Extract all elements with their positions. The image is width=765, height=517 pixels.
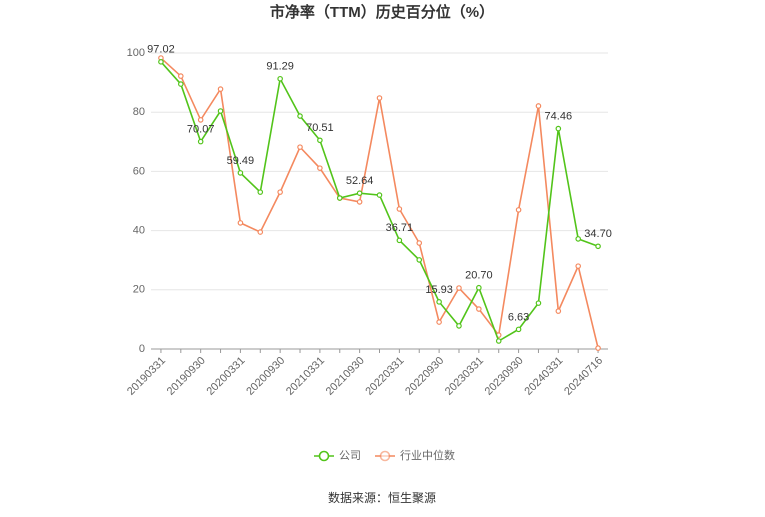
x-tick-label: 20230331: [443, 355, 486, 398]
chart-title: 市净率（TTM）历史百分位（%）: [270, 3, 494, 21]
point: [197, 117, 204, 123]
legend-item: 公司: [314, 450, 361, 462]
x-tick-label: 20240716: [562, 355, 605, 398]
y-tick-label: 60: [133, 165, 145, 177]
x-tick-label: 20210930: [324, 355, 367, 398]
source: 数据来源：恒生聚源: [328, 490, 436, 505]
x-tick-label: 20230930: [483, 355, 526, 398]
point: [376, 95, 383, 101]
point: [456, 323, 462, 329]
point: [575, 263, 581, 269]
x-tick-label: 20190930: [165, 355, 208, 398]
point: [555, 308, 562, 314]
point: [158, 59, 164, 65]
point: [356, 199, 363, 205]
point: [436, 319, 442, 325]
data-label: 15.93: [425, 284, 453, 296]
point: [535, 300, 542, 306]
point: [277, 189, 283, 195]
x-tick-label: 20240331: [522, 355, 565, 398]
point: [317, 165, 323, 171]
x-tick-label: 20200331: [204, 355, 247, 398]
point: [178, 81, 184, 87]
legend-item: 行业中位数: [375, 448, 455, 462]
point: [237, 170, 244, 176]
data-label: 6.63: [508, 311, 529, 323]
data-label: 59.49: [227, 155, 255, 167]
point: [515, 326, 522, 333]
x-tick-label: 20200930: [244, 355, 287, 398]
data-label: 36.71: [386, 222, 414, 234]
data-label: 34.70: [584, 228, 612, 240]
point: [495, 338, 502, 344]
point: [396, 237, 403, 244]
point: [416, 257, 423, 263]
point: [376, 192, 383, 198]
point: [436, 299, 442, 305]
x-tick-label: 20210331: [284, 355, 327, 398]
point: [555, 125, 562, 132]
y-tick-label: 100: [127, 47, 145, 59]
point: [595, 345, 601, 351]
y-tick-label: 20: [133, 284, 145, 296]
point: [217, 86, 224, 92]
legend-label: 行业中位数: [400, 448, 455, 462]
data-label: 91.29: [266, 61, 294, 73]
y-tick-label: 0: [139, 343, 145, 355]
point: [396, 206, 403, 212]
y-tick-label: 40: [133, 225, 145, 237]
point: [515, 207, 522, 213]
point: [217, 108, 224, 114]
point: [178, 73, 184, 79]
point: [476, 284, 482, 291]
legend-label: 公司: [339, 450, 361, 462]
point: [535, 103, 542, 109]
point: [356, 190, 363, 196]
point: [336, 195, 343, 201]
legend-marker: [318, 450, 330, 462]
series-line: [160, 61, 599, 343]
point: [317, 137, 323, 144]
legend-marker: [379, 450, 391, 462]
point: [297, 144, 303, 150]
point: [575, 236, 581, 242]
y-tick-label: 80: [133, 106, 145, 118]
x-tick-label: 20220331: [363, 355, 406, 398]
point: [197, 138, 204, 145]
data-label: 74.46: [545, 111, 573, 123]
point: [595, 243, 601, 250]
point: [456, 285, 462, 291]
data-label: 70.51: [306, 122, 334, 134]
point: [277, 75, 283, 82]
data-label: 52.64: [346, 175, 374, 187]
point: [476, 306, 482, 312]
x-tick-label: 20190331: [125, 355, 168, 398]
point: [257, 189, 264, 195]
point: [416, 240, 423, 246]
point: [237, 220, 244, 226]
data-label: 97.02: [147, 44, 175, 56]
point: [297, 113, 303, 119]
data-label: 20.70: [465, 270, 493, 282]
x-tick-label: 20220930: [403, 355, 446, 398]
data-label: 70.07: [187, 123, 215, 135]
series-line: [160, 57, 599, 349]
point: [257, 229, 264, 235]
